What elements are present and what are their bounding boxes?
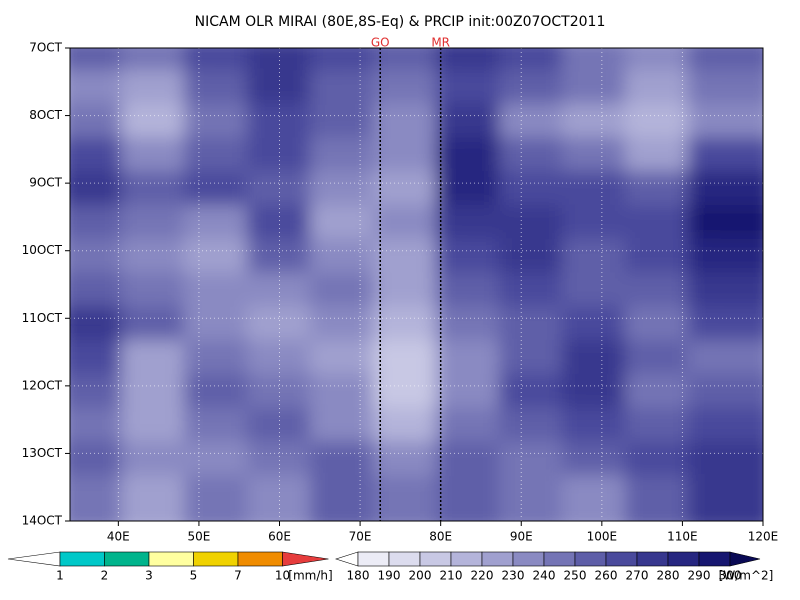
colorbar-label: 2 <box>101 569 109 583</box>
olr-cell <box>688 475 763 521</box>
x-tick-label: 70E <box>349 530 372 544</box>
y-tick-label: 13OCT <box>22 446 63 460</box>
y-tick-label: 8OCT <box>29 108 62 122</box>
y-tick-label: 7OCT <box>29 41 62 55</box>
colorbar-label: 1 <box>56 569 64 583</box>
marker-label: MR <box>431 36 450 50</box>
colorbar-box <box>667 551 700 567</box>
colorbar-label: 220 <box>471 569 494 583</box>
colorbar-label: 290 <box>688 569 711 583</box>
x-tick-label: 40E <box>107 530 130 544</box>
colorbar-unit: [W/m^2] <box>719 569 774 583</box>
colorbar-label: 3 <box>145 569 153 583</box>
colorbar-box <box>636 551 669 567</box>
overlay: 40E 50E 60E 70E 80E 90E 100E 110E 120E 7OCT 8OCT 9O… <box>7 36 779 583</box>
y-tick-label: 14OCT <box>22 514 63 528</box>
colorbar-label: 270 <box>626 569 649 583</box>
x-tick-label: 110E <box>667 530 698 544</box>
colorbar-box <box>605 551 638 567</box>
colorbar-box <box>104 551 150 567</box>
colorbar-box <box>357 551 390 567</box>
x-tick-label: 120E <box>748 530 779 544</box>
colorbar-box <box>512 551 545 567</box>
x-tick-label: 80E <box>429 530 452 544</box>
colorbar-box <box>388 551 421 567</box>
x-tick-label: 60E <box>268 530 291 544</box>
colorbar-label: 300 <box>719 569 742 583</box>
colorbar-label: 180 <box>347 569 370 583</box>
y-tick-label: 12OCT <box>22 378 63 392</box>
colorbar-box <box>237 551 283 567</box>
colorbar-box <box>59 551 105 567</box>
y-tick-label: 9OCT <box>29 176 62 190</box>
colorbar-box <box>698 551 731 567</box>
colorbar-end <box>7 551 61 567</box>
chart-title: NICAM OLR MIRAI (80E,8S-Eq) & PRCIP init… <box>195 14 606 30</box>
colorbar-end <box>729 551 761 567</box>
x-tick-label: 50E <box>188 530 211 544</box>
y-tick-label: 11OCT <box>22 311 63 325</box>
marker-label: GO <box>371 36 390 50</box>
colorbar-box <box>574 551 607 567</box>
colorbar-label: 5 <box>190 569 198 583</box>
colorbar-label: 7 <box>234 569 242 583</box>
colorbar-label: 250 <box>564 569 587 583</box>
colorbar-end <box>335 551 359 567</box>
field <box>70 48 763 521</box>
colorbar-box <box>450 551 483 567</box>
colorbar-box <box>543 551 576 567</box>
x-tick-label: 100E <box>587 530 618 544</box>
colorbar-box <box>193 551 239 567</box>
colorbar-label: 200 <box>409 569 432 583</box>
colorbar-label: 280 <box>657 569 680 583</box>
colorbar-label: 190 <box>378 569 401 583</box>
colorbar-label: 230 <box>502 569 525 583</box>
colorbar-box <box>481 551 514 567</box>
cells <box>70 48 763 521</box>
x-tick-label: 90E <box>510 530 533 544</box>
colorbar-box <box>148 551 194 567</box>
colorbar-label: 10 <box>275 569 290 583</box>
plot-frame <box>69 47 764 522</box>
colorbar-unit: [mm/h] <box>288 569 332 583</box>
colorbar-label: 210 <box>440 569 463 583</box>
colorbar-label: 260 <box>595 569 618 583</box>
y-tick-label: 10OCT <box>22 243 63 257</box>
colorbar-end <box>282 551 329 567</box>
colorbar-label: 240 <box>533 569 556 583</box>
colorbar-box <box>419 551 452 567</box>
